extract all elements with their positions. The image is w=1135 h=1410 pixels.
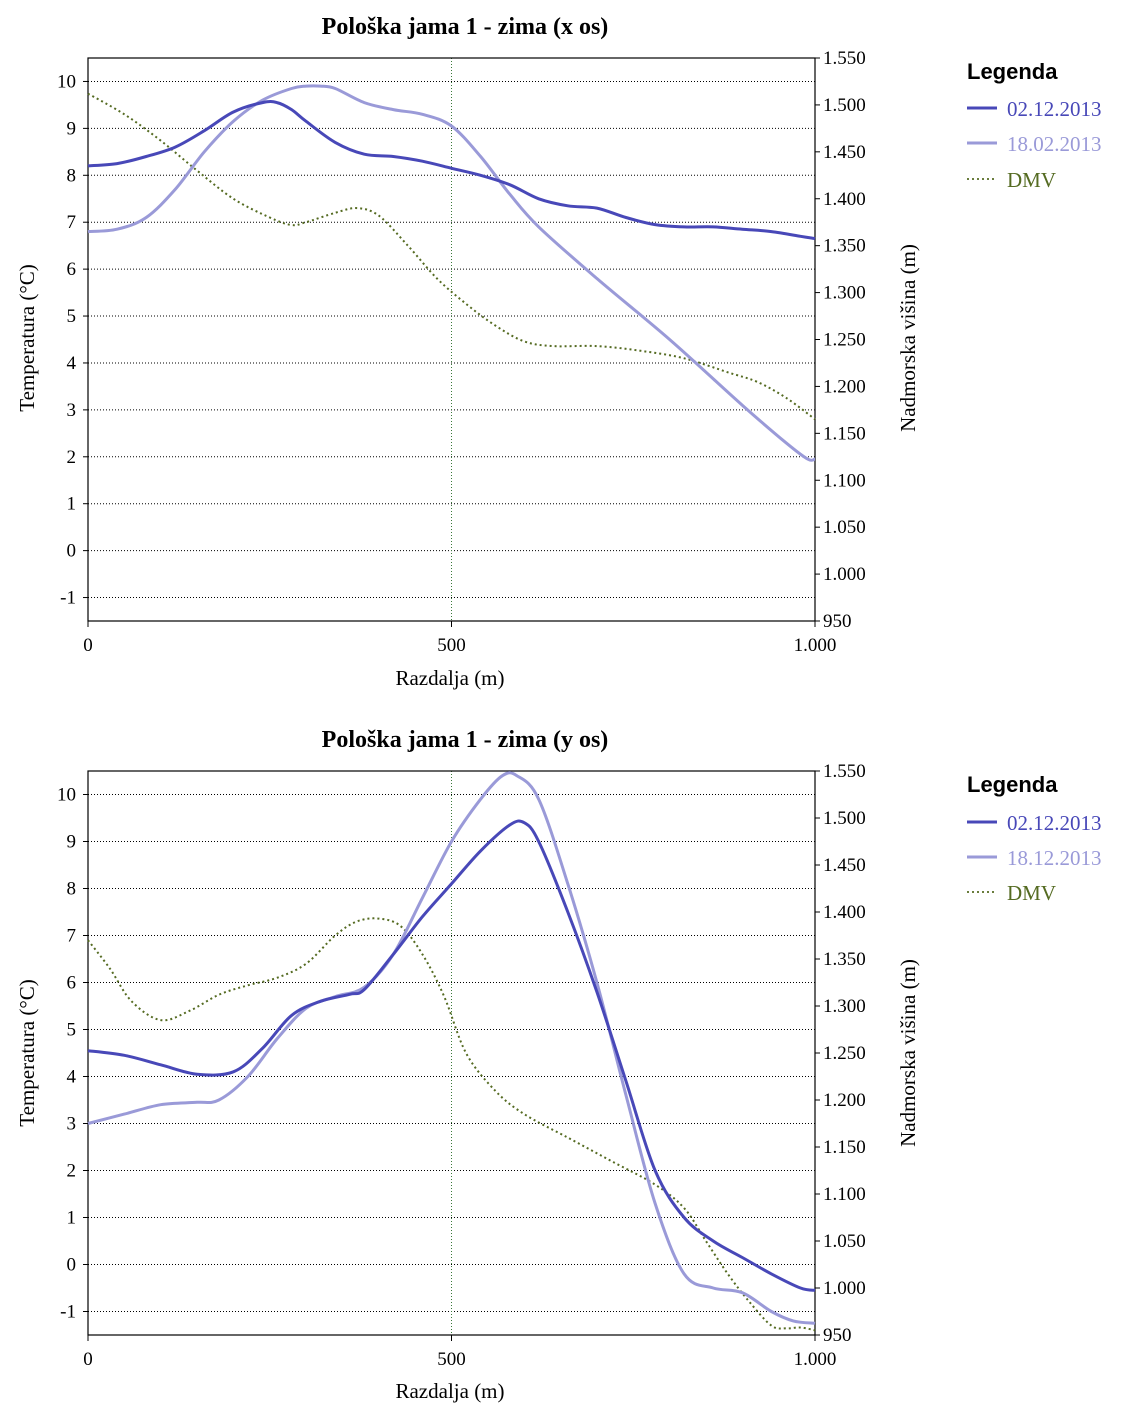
legend-label-series-1: 02.12.2013 <box>1007 811 1102 835</box>
y-tick-label: 6 <box>67 259 77 280</box>
legend-title: Legenda <box>967 772 1058 797</box>
y2-tick-label: 1.200 <box>823 376 866 397</box>
legend-label-series-2: 18.02.2013 <box>1007 132 1102 156</box>
legend: Legenda 02.12.2013 18.12.2013 DMV <box>967 772 1102 905</box>
y2-tick-label: 1.000 <box>823 564 866 585</box>
x-axis-label: Razdalja (m) <box>395 666 504 690</box>
y2-tick-label: 1.450 <box>823 855 866 876</box>
y-axis-label: Temperatura (°C) <box>15 264 39 411</box>
legend: Legenda 02.12.2013 18.02.2013 DMV <box>967 59 1102 192</box>
y2-tick-label: 1.250 <box>823 1043 866 1064</box>
y2-tick-label: 1.150 <box>823 1137 866 1158</box>
y2-tick-label: 1.400 <box>823 902 866 923</box>
x-tick-label: 0 <box>83 1349 93 1370</box>
y2-tick-label: 1.550 <box>823 48 866 69</box>
y2-tick-label: 1.350 <box>823 236 866 257</box>
x-tick-label: 500 <box>437 1349 466 1370</box>
y-tick-label: 3 <box>67 1114 77 1135</box>
y2-tick-label: 1.100 <box>823 1184 866 1205</box>
y-tick-label: 7 <box>67 926 77 947</box>
chart-x-axis-profile: Pološka jama 1 - zima (x os) -1 0 1 2 3 4 5 6 7 8… <box>15 14 1102 690</box>
y2-tick-label: 1.400 <box>823 189 866 210</box>
y-tick-label: 0 <box>67 541 77 562</box>
y2-axis-label: Nadmorska višina (m) <box>896 959 920 1147</box>
chart-title: Pološka jama 1 - zima (y os) <box>322 727 609 753</box>
y2-tick-label: 950 <box>823 611 852 632</box>
legend-label-series-1: 02.12.2013 <box>1007 97 1102 121</box>
legend-title: Legenda <box>967 59 1058 84</box>
legend-label-series-2: 18.12.2013 <box>1007 846 1102 870</box>
y-tick-label: 10 <box>57 785 76 806</box>
y2-tick-label: 1.050 <box>823 1231 866 1252</box>
y-tick-label: 4 <box>67 353 77 374</box>
y2-tick-label: 1.150 <box>823 423 866 444</box>
y-tick-label: 10 <box>57 71 76 92</box>
legend-label-dmv: DMV <box>1007 168 1056 192</box>
plot-area: -1 0 1 2 3 4 5 6 7 8 9 10 950 1.000 1.050 1.100 1.150 1.2… <box>57 761 866 1370</box>
y-tick-label: -1 <box>60 588 76 609</box>
y-tick-label: -1 <box>60 1302 76 1323</box>
chart-y-axis-profile: Pološka jama 1 - zima (y os) -1 0 1 2 3 4 5 6 7 8… <box>15 727 1102 1403</box>
y2-tick-label: 1.100 <box>823 470 866 491</box>
series-line-series-1 <box>87 819 816 1292</box>
legend-label-dmv: DMV <box>1007 881 1056 905</box>
x-tick-label: 500 <box>437 635 466 656</box>
y2-tick-label: 1.500 <box>823 808 866 829</box>
y-tick-label: 8 <box>67 165 77 186</box>
y-axis-label: Temperatura (°C) <box>15 979 39 1126</box>
plot-area: -1 0 1 2 3 4 5 6 7 8 9 10 950 1.000 1.050 1.100 1.150 1.2… <box>57 48 866 656</box>
y-tick-label: 0 <box>67 1255 77 1276</box>
x-tick-label: 1.000 <box>794 1349 837 1370</box>
y-tick-label: 1 <box>67 1208 77 1229</box>
y-tick-label: 4 <box>67 1067 77 1088</box>
series-line-series-1 <box>87 100 816 241</box>
chart-title: Pološka jama 1 - zima (x os) <box>322 14 609 40</box>
x-axis-label: Razdalja (m) <box>395 1379 504 1403</box>
y-tick-label: 7 <box>67 212 77 233</box>
x-tick-label: 1.000 <box>794 635 837 656</box>
y-tick-label: 5 <box>67 306 77 327</box>
y2-tick-label: 1.500 <box>823 95 866 116</box>
x-tick-label: 0 <box>83 635 93 656</box>
y-tick-label: 2 <box>67 1161 77 1182</box>
y-tick-label: 5 <box>67 1020 77 1041</box>
series-line-series-2 <box>87 84 816 462</box>
y2-axis-label: Nadmorska višina (m) <box>896 244 920 432</box>
y-tick-label: 1 <box>67 494 77 515</box>
series-line-dmv <box>87 917 816 1332</box>
y-tick-label: 9 <box>67 832 77 853</box>
y2-tick-label: 1.300 <box>823 283 866 304</box>
y2-tick-label: 1.200 <box>823 1090 866 1111</box>
y2-tick-label: 1.350 <box>823 949 866 970</box>
y2-tick-label: 1.000 <box>823 1278 866 1299</box>
y2-tick-label: 950 <box>823 1325 852 1346</box>
y2-tick-label: 1.450 <box>823 142 866 163</box>
y-tick-label: 8 <box>67 879 77 900</box>
y-tick-label: 3 <box>67 400 77 421</box>
y2-tick-label: 1.300 <box>823 996 866 1017</box>
series-line-dmv <box>87 92 816 421</box>
y2-tick-label: 1.050 <box>823 517 866 538</box>
y-tick-label: 9 <box>67 118 77 139</box>
y2-tick-label: 1.250 <box>823 330 866 351</box>
y-tick-label: 2 <box>67 447 77 468</box>
y2-tick-label: 1.550 <box>823 761 866 782</box>
series-line-series-2 <box>87 771 816 1325</box>
y-tick-label: 6 <box>67 973 77 994</box>
